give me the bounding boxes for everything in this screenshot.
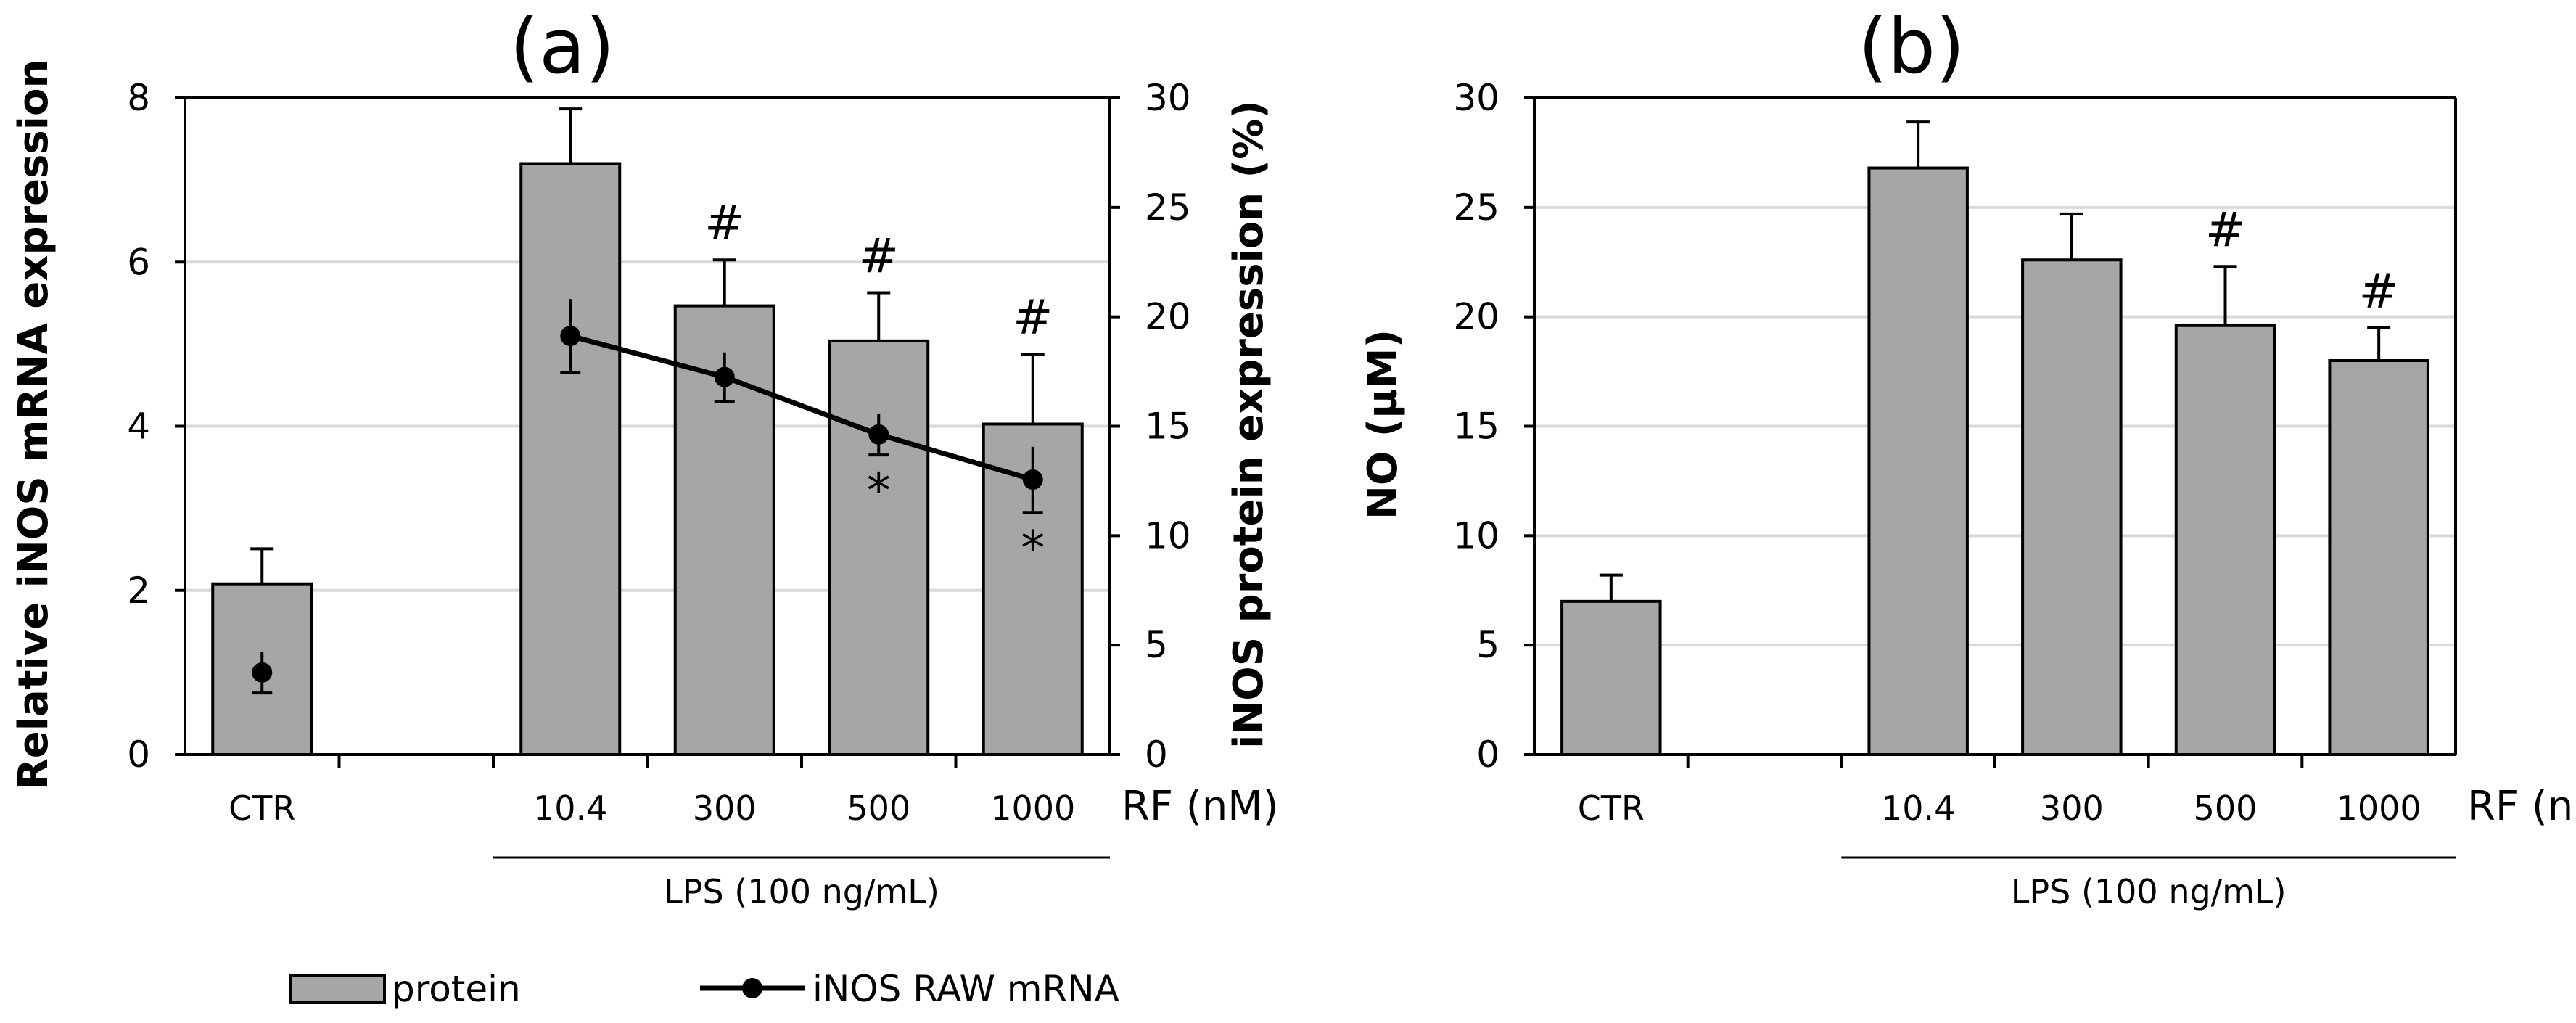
- x-tick-label-1000: 1000: [990, 789, 1075, 828]
- bar-500: [2174, 324, 2276, 756]
- bar-ctr: [1560, 599, 1662, 756]
- y-left-tick-label: 5: [1476, 624, 1499, 666]
- legend-swatch-protein: [289, 974, 386, 1004]
- y-left-tick-label: 15: [1453, 406, 1499, 448]
- x-tick-label-ctr: CTR: [229, 789, 295, 828]
- y-right-tick-label: 10: [1145, 514, 1191, 556]
- significance-star-1000: *: [1021, 520, 1045, 576]
- y-left-tick-label: 25: [1453, 186, 1499, 229]
- y-left-tick-label: 30: [1453, 77, 1499, 119]
- bar-10-4: [1867, 166, 1969, 757]
- x-tick-label-300: 300: [2040, 789, 2104, 828]
- y-right-tick-label: 30: [1145, 77, 1191, 119]
- y-left-tick-label: 8: [127, 77, 150, 119]
- bar-1000: [2328, 359, 2429, 756]
- point-10-4: [560, 326, 581, 347]
- significance-hash-1000: #: [2359, 263, 2399, 319]
- legend-label-mrna: iNOS RAW mRNA: [812, 968, 1119, 1010]
- point-500: [868, 424, 889, 445]
- point-ctr: [252, 662, 273, 683]
- bar-300: [2021, 258, 2123, 756]
- y-left-axis-title: NO (µM): [1359, 329, 1407, 519]
- y-left-tick-label: 0: [127, 734, 150, 776]
- x-tick-label-10-4: 10.4: [1881, 789, 1955, 828]
- y-left-axis-title: Relative iNOS mRNA expression: [10, 59, 57, 790]
- x-tick-label-500: 500: [2194, 789, 2258, 828]
- panel-b-chart: (b) # #0 5 10 15 20 25 30 NO (µM) CTR 10.4 300 500 100…: [1359, 2, 2576, 911]
- legend-label-protein: protein: [392, 968, 521, 1010]
- bar-500: [828, 339, 930, 757]
- group-label: LPS (100 ng/mL): [664, 872, 939, 911]
- significance-hash-1000: #: [1013, 289, 1053, 345]
- group-label: LPS (100 ng/mL): [2011, 872, 2287, 911]
- y-right-tick-label: 25: [1145, 186, 1191, 229]
- legend: protein iNOS RAW mRNA: [289, 968, 1119, 1010]
- series-line-segment: [569, 333, 725, 380]
- series-line-segment: [878, 432, 1034, 482]
- significance-hash-500: #: [859, 228, 899, 284]
- significance-star-500: *: [867, 463, 891, 519]
- point-1000: [1022, 469, 1043, 490]
- series-line-segment: [723, 374, 880, 437]
- x-tick-label-1000: 1000: [2337, 789, 2421, 828]
- y-right-tick-label: 0: [1145, 734, 1168, 776]
- y-left-tick-label: 6: [127, 241, 150, 283]
- y-left-tick-label: 20: [1453, 296, 1499, 338]
- significance-hash-300: #: [704, 195, 744, 251]
- panel-title: (b): [1858, 2, 1964, 91]
- legend-marker-mrna: [742, 978, 762, 998]
- panel-a-chart: (a) # # # * * 0 2 4 6 8 0 5 10 15 20 25 30 iNOS protein ex…: [10, 2, 1278, 911]
- y-left-tick-label: 0: [1476, 734, 1499, 776]
- x-unit-label: RF (nM): [1122, 783, 1278, 830]
- panel-title: (a): [510, 2, 615, 91]
- significance-hash-500: #: [2205, 202, 2245, 258]
- y-left-tick-label: 10: [1453, 514, 1499, 556]
- y-left-tick-label: 4: [127, 406, 150, 448]
- x-tick-label-500: 500: [847, 789, 910, 828]
- y-left-tick-label: 2: [127, 570, 150, 612]
- y-right-tick-label: 5: [1145, 624, 1168, 666]
- y-right-tick-label: 15: [1145, 406, 1191, 448]
- x-tick-label-10-4: 10.4: [533, 789, 607, 828]
- y-right-tick-label: 20: [1145, 296, 1191, 338]
- bar-10-4: [519, 162, 622, 756]
- y-right-axis-title: iNOS protein expression (%): [1225, 100, 1272, 749]
- x-tick-label-300: 300: [693, 789, 757, 828]
- x-unit-label: RF (nM): [2467, 783, 2576, 830]
- x-tick-label-ctr: CTR: [1578, 789, 1645, 828]
- point-300: [714, 366, 735, 387]
